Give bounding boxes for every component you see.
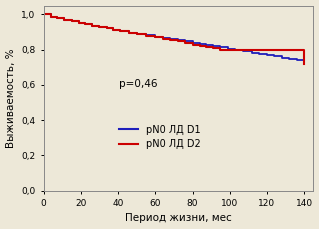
pN0 ЛД D1 [265,54,269,57]
pN0 ЛД D2 [299,48,302,51]
pN0 ЛД D1 [295,59,299,62]
pN0 ЛД D2 [90,24,94,27]
pN0 ЛД D1 [111,28,115,31]
pN0 ЛД D2 [144,35,148,37]
pN0 ЛД D2 [234,48,237,51]
pN0 ЛД D2 [265,48,269,51]
pN0 ЛД D1 [257,53,261,55]
pN0 ЛД D1 [135,33,139,35]
pN0 ЛД D1 [204,44,207,46]
pN0 ЛД D1 [234,49,237,51]
pN0 ЛД D2 [98,26,101,28]
pN0 ЛД D1 [98,26,101,28]
pN0 ЛД D1 [161,37,165,39]
pN0 ЛД D1 [280,56,284,59]
pN0 ЛД D2 [198,45,202,47]
pN0 ЛД D2 [135,33,139,36]
pN0 ЛД D1 [49,16,53,18]
pN0 ЛД D2 [287,48,291,51]
pN0 ЛД D2 [153,36,157,39]
pN0 ЛД D2 [280,48,284,51]
Text: p=0,46: p=0,46 [119,79,158,89]
pN0 ЛД D1 [272,55,276,58]
pN0 ЛД D1 [241,50,245,53]
pN0 ЛД D2 [211,47,215,50]
pN0 ЛД D1 [226,47,230,50]
pN0 ЛД D2 [176,40,180,43]
pN0 ЛД D1 [250,51,254,54]
pN0 ЛД D2 [241,48,245,51]
pN0 ЛД D2 [295,48,299,51]
pN0 ЛД D2 [168,38,172,41]
pN0 ЛД D2 [127,31,131,34]
pN0 ЛД D1 [77,22,81,24]
pN0 ЛД D2 [250,48,254,51]
pN0 ЛД D2 [105,27,109,30]
pN0 ЛД D2 [118,30,122,33]
pN0 ЛД D1 [198,43,202,45]
pN0 ЛД D2 [42,13,46,16]
pN0 ЛД D2 [70,20,73,23]
Line: pN0 ЛД D2: pN0 ЛД D2 [44,14,304,64]
pN0 ЛД D1 [83,23,86,26]
pN0 ЛД D1 [153,35,157,38]
pN0 ЛД D1 [127,31,131,34]
pN0 ЛД D2 [83,23,86,26]
pN0 ЛД D1 [190,41,194,44]
pN0 ЛД D1 [176,39,180,42]
pN0 ЛД D1 [90,24,94,27]
pN0 ЛД D1 [168,38,172,40]
pN0 ЛД D2 [161,37,165,40]
pN0 ЛД D2 [226,48,230,51]
pN0 ЛД D1 [55,17,59,20]
Y-axis label: Выживаемость, %: Выживаемость, % [5,48,16,148]
pN0 ЛД D2 [49,16,53,18]
pN0 ЛД D2 [55,17,59,20]
pN0 ЛД D1 [62,19,66,21]
pN0 ЛД D2 [257,48,261,51]
pN0 ЛД D2 [272,48,276,51]
pN0 ЛД D1 [118,30,122,33]
pN0 ЛД D1 [211,45,215,47]
pN0 ЛД D1 [42,13,46,16]
pN0 ЛД D1 [287,57,291,60]
pN0 ЛД D1 [302,62,306,65]
Legend: pN0 ЛД D1, pN0 ЛД D2: pN0 ЛД D1, pN0 ЛД D2 [116,122,204,152]
pN0 ЛД D2 [204,46,207,49]
pN0 ЛД D2 [62,19,66,21]
Line: pN0 ЛД D1: pN0 ЛД D1 [44,14,304,64]
pN0 ЛД D2 [302,62,306,65]
pN0 ЛД D2 [183,41,187,44]
pN0 ЛД D2 [77,22,81,24]
X-axis label: Период жизни, мес: Период жизни, мес [125,213,232,224]
pN0 ЛД D2 [111,28,115,31]
pN0 ЛД D1 [105,27,109,30]
pN0 ЛД D1 [70,20,73,23]
pN0 ЛД D1 [219,46,222,49]
pN0 ЛД D2 [219,48,222,51]
pN0 ЛД D1 [144,34,148,37]
pN0 ЛД D1 [183,40,187,43]
pN0 ЛД D2 [190,43,194,46]
